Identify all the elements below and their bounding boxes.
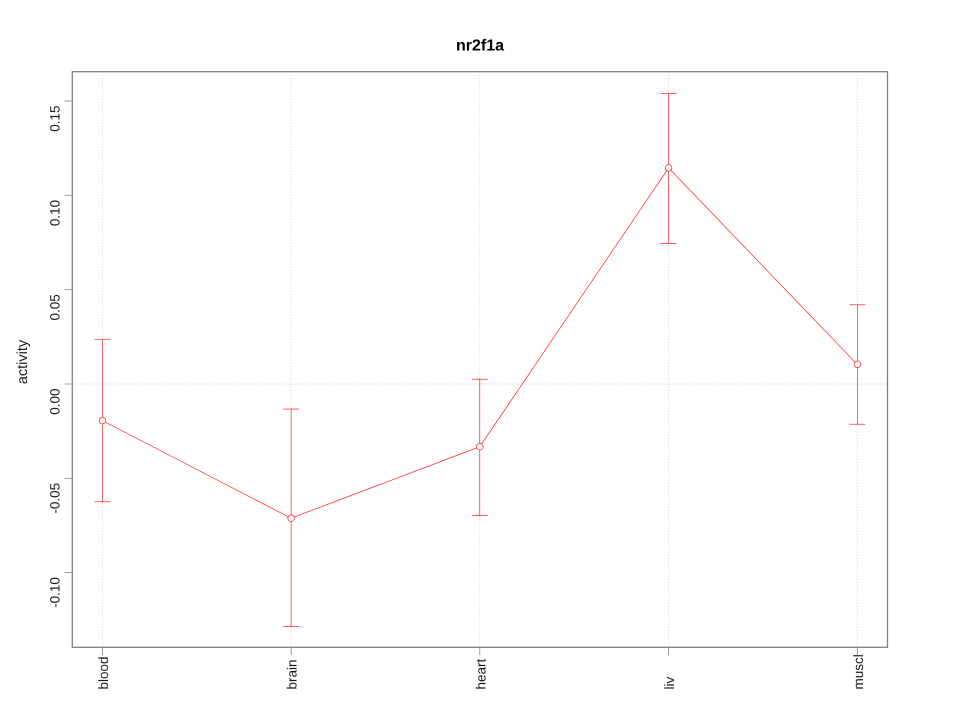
svg-text:-0.10: -0.10 xyxy=(48,577,63,608)
svg-text:activity: activity xyxy=(15,339,31,384)
svg-text:nr2f1a: nr2f1a xyxy=(456,38,504,55)
svg-text:0.15: 0.15 xyxy=(48,106,63,132)
svg-text:0.10: 0.10 xyxy=(48,200,63,226)
svg-text:0.00: 0.00 xyxy=(48,389,63,415)
svg-text:-0.05: -0.05 xyxy=(48,483,63,514)
svg-text:brain: brain xyxy=(285,659,300,689)
svg-text:blood: blood xyxy=(96,656,111,689)
svg-text:heart: heart xyxy=(473,658,488,689)
svg-text:liv: liv xyxy=(662,677,677,690)
svg-text:muscl: muscl xyxy=(851,654,866,689)
svg-text:0.05: 0.05 xyxy=(48,294,63,320)
